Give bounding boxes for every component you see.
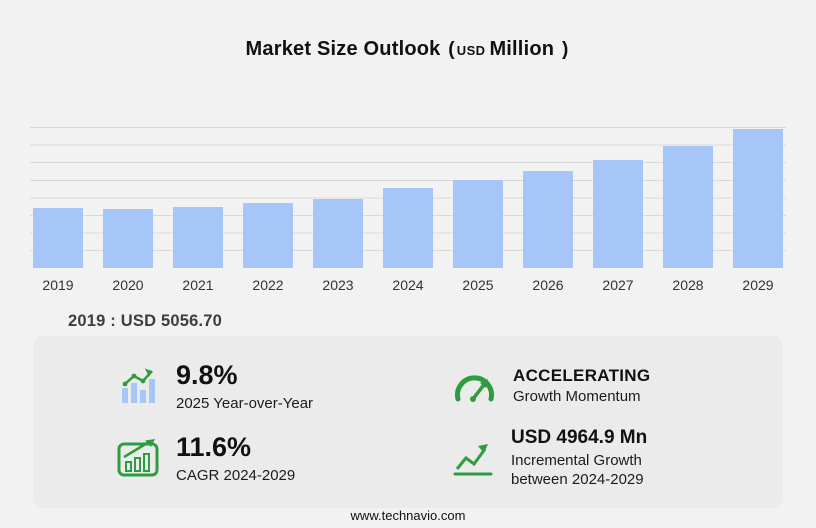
stat-momentum-label: Growth Momentum (513, 388, 641, 406)
title-paren-open: ( (448, 39, 455, 60)
x-tick-2028: 2028 (672, 277, 704, 293)
stat-cagr-value: 11.6% (176, 431, 252, 462)
bar-2024 (383, 187, 433, 268)
stats-panel: 9.8% 2025 Year-over-Year ACCELERATING Gr… (33, 336, 783, 508)
x-tick-2019: 2019 (42, 277, 74, 293)
stat-yoy-text: 9.8% 2025 Year-over-Year (176, 359, 313, 414)
x-tick-2026: 2026 (532, 277, 564, 293)
x-tick-2022: 2022 (252, 277, 284, 293)
market-size-bar-chart: 2019 2020 2021 2022 2023 2024 2025 2026 2027 2028… (30, 127, 786, 293)
bar-2029 (733, 128, 783, 268)
cagr-chart-icon (117, 439, 159, 477)
x-tick-2029: 2029 (742, 277, 774, 293)
bar-2019 (33, 208, 83, 268)
footer-url: www.technavio.com (350, 508, 466, 523)
base-year-value: 2019 : USD 5056.70 (68, 312, 223, 330)
stat-incremental-text: USD 4964.9 Mn Incremental Growth between… (511, 426, 696, 489)
stat-momentum-value: ACCELERATING (513, 366, 651, 385)
stat-cagr-text: 11.6% CAGR 2024-2029 (176, 431, 295, 486)
stat-momentum: ACCELERATING Growth Momentum (450, 365, 753, 407)
x-tick-2023: 2023 (322, 277, 354, 293)
x-tick-2021: 2021 (182, 277, 214, 293)
page-title: Market Size Outlook (USD Million ) (0, 38, 816, 61)
stat-incremental-label: Incremental Growth between 2024-2029 (511, 452, 644, 488)
bar-2027 (593, 159, 643, 268)
title-unit-usd: USD (456, 43, 486, 58)
stat-momentum-text: ACCELERATING Growth Momentum (513, 365, 650, 407)
bar-2020 (103, 208, 153, 268)
chart-x-axis: 2019 2020 2021 2022 2023 2024 2025 2026 2027 2028… (30, 277, 786, 293)
bar-2026 (523, 170, 573, 268)
x-tick-2025: 2025 (462, 277, 494, 293)
bar-2023 (313, 198, 363, 268)
chart-plot-area (30, 127, 786, 268)
bar-2028 (663, 145, 713, 268)
title-unit-million: Million (489, 38, 555, 60)
title-text: Market Size Outlook (245, 38, 441, 60)
stat-cagr-label: CAGR 2024-2029 (176, 466, 296, 484)
x-tick-2024: 2024 (392, 277, 424, 293)
bar-2025 (453, 179, 503, 268)
bar-2021 (173, 206, 223, 268)
incremental-growth-icon (453, 444, 493, 476)
title-paren-close: ) (561, 39, 569, 60)
stat-cagr: 11.6% CAGR 2024-2029 (115, 431, 450, 486)
stat-yoy-value: 9.8% (176, 359, 238, 390)
yoy-growth-icon (122, 368, 155, 403)
speedometer-icon (455, 375, 494, 402)
stat-yoy: 9.8% 2025 Year-over-Year (115, 359, 450, 414)
stat-incremental-value: USD 4964.9 Mn (511, 427, 648, 449)
x-tick-2020: 2020 (112, 277, 144, 293)
bar-2022 (243, 203, 293, 268)
stat-incremental: USD 4964.9 Mn Incremental Growth between… (450, 426, 753, 489)
x-tick-2027: 2027 (602, 277, 634, 293)
stat-yoy-label: 2025 Year-over-Year (176, 394, 314, 412)
